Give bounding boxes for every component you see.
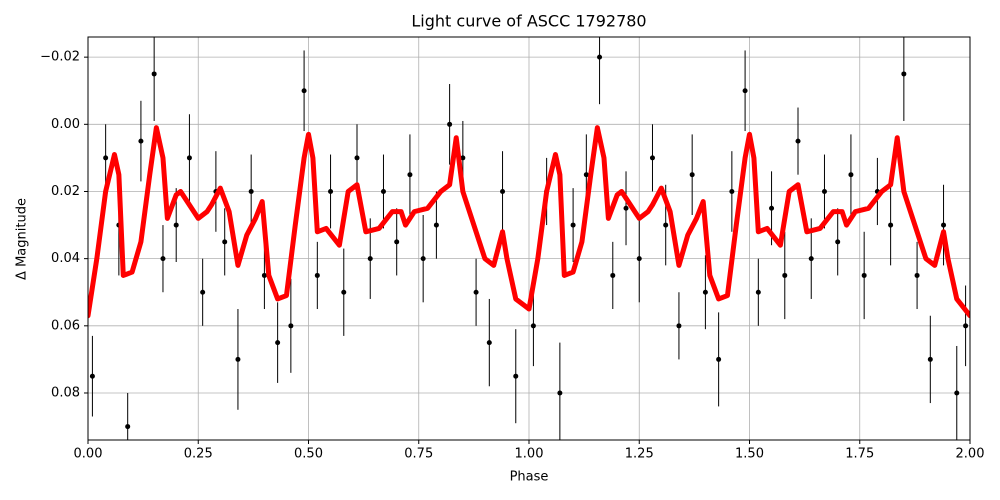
data-point bbox=[702, 289, 708, 295]
data-point bbox=[954, 390, 960, 396]
data-point bbox=[676, 323, 682, 329]
x-tick-label: 1.75 bbox=[845, 447, 874, 462]
data-point bbox=[433, 222, 439, 228]
data-point bbox=[557, 390, 563, 396]
y-axis-label: Δ Magnitude bbox=[15, 198, 30, 280]
data-point bbox=[420, 256, 426, 262]
data-point bbox=[742, 88, 748, 94]
data-point bbox=[354, 155, 360, 161]
y-tick-label: 0.06 bbox=[51, 318, 80, 333]
y-tick-label: 0.00 bbox=[51, 117, 80, 132]
series-layer bbox=[88, 37, 970, 440]
y-tick-label: −0.02 bbox=[40, 50, 80, 65]
data-point bbox=[486, 340, 492, 346]
data-point bbox=[888, 222, 894, 228]
data-point bbox=[407, 172, 413, 178]
data-point bbox=[716, 356, 722, 362]
data-point bbox=[782, 272, 788, 278]
data-point bbox=[394, 239, 400, 245]
data-point bbox=[821, 188, 827, 194]
data-point bbox=[689, 172, 695, 178]
data-point bbox=[235, 356, 241, 362]
data-point bbox=[222, 239, 228, 245]
data-point bbox=[473, 289, 479, 295]
data-point bbox=[341, 289, 347, 295]
data-point bbox=[570, 222, 576, 228]
x-tick-label: 0.00 bbox=[74, 447, 103, 462]
data-point bbox=[530, 323, 536, 329]
data-point bbox=[103, 155, 109, 161]
data-point bbox=[314, 272, 320, 278]
data-point bbox=[636, 256, 642, 262]
data-point bbox=[160, 256, 166, 262]
data-point bbox=[795, 138, 801, 144]
y-tick-label: 0.02 bbox=[51, 184, 80, 199]
data-point bbox=[248, 188, 254, 194]
data-point bbox=[861, 272, 867, 278]
data-point bbox=[963, 323, 969, 329]
y-tick-label: 0.08 bbox=[51, 385, 80, 400]
x-tick-label: 0.50 bbox=[294, 447, 323, 462]
x-tick-label: 2.00 bbox=[956, 447, 985, 462]
data-point bbox=[125, 424, 131, 430]
data-point bbox=[769, 205, 775, 211]
data-point bbox=[460, 155, 466, 161]
data-point bbox=[663, 222, 669, 228]
data-point bbox=[138, 138, 144, 144]
data-point bbox=[367, 256, 373, 262]
data-point bbox=[200, 289, 206, 295]
data-point bbox=[914, 272, 920, 278]
data-point bbox=[288, 323, 294, 329]
data-point bbox=[848, 172, 854, 178]
data-point bbox=[261, 272, 267, 278]
data-point bbox=[941, 222, 947, 228]
data-point bbox=[729, 188, 735, 194]
y-tick-label: 0.04 bbox=[51, 251, 80, 266]
x-tick-label: 0.75 bbox=[404, 447, 433, 462]
data-point bbox=[301, 88, 307, 94]
x-axis-label: Phase bbox=[510, 470, 549, 485]
data-point bbox=[927, 356, 933, 362]
data-point bbox=[500, 188, 506, 194]
data-point bbox=[447, 121, 453, 127]
x-tick-label: 1.50 bbox=[735, 447, 764, 462]
data-point bbox=[186, 155, 192, 161]
data-point bbox=[623, 205, 629, 211]
x-tick-label: 1.25 bbox=[625, 447, 654, 462]
data-point bbox=[328, 188, 334, 194]
data-point bbox=[755, 289, 761, 295]
data-point bbox=[610, 272, 616, 278]
data-point bbox=[597, 54, 603, 60]
data-point bbox=[835, 239, 841, 245]
data-point bbox=[901, 71, 907, 77]
data-point bbox=[583, 172, 589, 178]
data-point bbox=[513, 373, 519, 379]
data-point bbox=[380, 188, 386, 194]
x-tick-label: 0.25 bbox=[184, 447, 213, 462]
x-tick-label: 1.00 bbox=[515, 447, 544, 462]
chart-title: Light curve of ASCC 1792780 bbox=[411, 12, 646, 31]
data-point bbox=[173, 222, 179, 228]
model-curve bbox=[88, 125, 970, 319]
data-point bbox=[275, 340, 281, 346]
data-point bbox=[808, 256, 814, 262]
data-point bbox=[649, 155, 655, 161]
data-point bbox=[89, 373, 95, 379]
data-point bbox=[151, 71, 157, 77]
